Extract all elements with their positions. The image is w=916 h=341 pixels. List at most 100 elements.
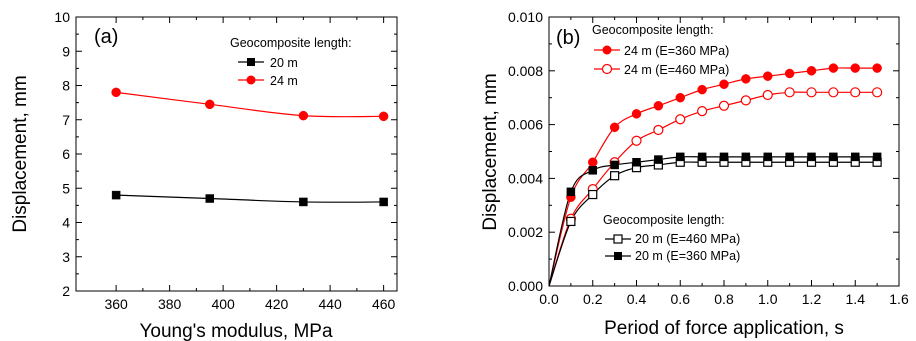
legend-entry-20m-e360: 20 m (E=360 MPa) xyxy=(605,249,740,263)
series-lines-a xyxy=(116,91,384,203)
data-point-s0-9 xyxy=(741,74,751,84)
series-markers-a xyxy=(111,87,389,207)
data-point-s1-7 xyxy=(697,106,708,117)
legend-marker-24m-e360 xyxy=(602,45,612,55)
data-point-s3-7 xyxy=(697,152,707,162)
x-tick-label: 0.4 xyxy=(627,291,647,307)
data-point-s0-12 xyxy=(806,66,817,76)
x-tick-label: 0.0 xyxy=(539,291,559,307)
x-tick-label: 1.0 xyxy=(758,291,778,307)
y-tick-label: 0.000 xyxy=(508,278,543,294)
data-point-s0-3 xyxy=(609,122,620,133)
legend-b-bottom: Geocomposite length: 20 m (E=460 MPa) 20… xyxy=(603,213,740,263)
data-point-s0-4 xyxy=(631,109,642,119)
data-point-s1-14 xyxy=(850,87,861,98)
x-tick-label: 1.2 xyxy=(802,291,822,307)
data-point-s0-11 xyxy=(784,68,795,79)
legend-label-24m-e360: 24 m (E=360 MPa) xyxy=(624,44,729,58)
data-point-s3-6 xyxy=(676,152,685,162)
data-point-s0-1 xyxy=(205,194,214,203)
data-point-s1-4 xyxy=(631,135,642,146)
legend-label-24m: 24 m xyxy=(270,74,298,88)
y-tick-label: 0.010 xyxy=(508,9,543,25)
data-point-s0-14 xyxy=(850,63,860,73)
data-point-s3-2 xyxy=(588,166,597,175)
legend-label-24m-e460: 24 m (E=460 MPa) xyxy=(624,63,729,77)
data-point-s3-14 xyxy=(851,152,860,162)
y-tick-label: 9 xyxy=(62,43,70,59)
series-line-2 xyxy=(548,161,878,287)
legend-label-20m-e360: 20 m (E=360 MPa) xyxy=(635,249,740,263)
x-tick-label: 0.2 xyxy=(583,291,603,307)
chart-panel-b: 0.0 0.2 0.4 0.6 0.8 1.0 1.2 1.4 1.6 0.000 0.002 0.0… xyxy=(480,9,909,339)
axis-ticks-b: 0.0 0.2 0.4 0.6 0.8 1.0 1.2 1.4 1.6 0.000 0.002 0.0… xyxy=(508,9,909,307)
data-point-s0-8 xyxy=(719,79,729,89)
data-point-s0-10 xyxy=(763,71,773,81)
y-tick-label: 0.008 xyxy=(508,63,543,79)
x-tick-label: 1.6 xyxy=(889,291,909,307)
data-point-s1-9 xyxy=(740,95,751,106)
panel-label-a: (a) xyxy=(94,26,118,48)
x-tick-label: 440 xyxy=(318,296,342,312)
legend-marker-20m xyxy=(247,58,255,66)
series-line-0 xyxy=(116,194,384,203)
data-point-s2-1 xyxy=(566,216,576,227)
data-point-s1-3 xyxy=(378,111,389,122)
legend-label-20m: 20 m xyxy=(270,56,298,70)
data-point-s1-6 xyxy=(675,114,686,125)
data-point-s3-15 xyxy=(872,152,882,162)
x-tick-label: 460 xyxy=(372,296,396,312)
x-tick-label: 1.4 xyxy=(846,291,866,307)
y-axis-title-b: Displacement, mm xyxy=(480,73,501,230)
axis-ticks-a: 360 380 400 420 440 460 2 3 4 5 6 7 8 9 10 xyxy=(54,9,397,312)
y-tick-label: 2 xyxy=(62,283,70,299)
data-point-s1-0 xyxy=(111,87,121,98)
data-point-s2-2 xyxy=(588,189,598,200)
legend-label-20m-e460: 20 m (E=460 MPa) xyxy=(635,232,740,246)
data-point-s1-13 xyxy=(828,87,839,98)
data-point-s0-0 xyxy=(111,190,121,200)
x-tick-label: 0.6 xyxy=(671,291,691,307)
y-tick-label: 0.002 xyxy=(508,224,543,240)
legend-marker-20m-e360 xyxy=(614,252,622,260)
legend-title-a: Geocomposite length: xyxy=(230,36,352,50)
data-point-s3-3 xyxy=(610,160,619,170)
data-point-s0-13 xyxy=(828,63,839,73)
y-tick-label: 6 xyxy=(62,146,70,162)
data-point-s3-10 xyxy=(763,152,772,162)
legend-marker-20m-e460 xyxy=(613,234,623,244)
data-point-s3-12 xyxy=(807,152,816,162)
legend-b-top: Geocomposite length: 24 m (E=360 MPa) 24… xyxy=(592,23,729,77)
data-point-s0-2 xyxy=(588,157,598,168)
series-line-1 xyxy=(548,91,878,287)
data-point-s3-8 xyxy=(719,152,729,162)
panel-label-b: (b) xyxy=(556,27,580,49)
data-point-s3-13 xyxy=(829,152,838,162)
data-point-s1-10 xyxy=(762,89,773,101)
legend-marker-24m-e460 xyxy=(601,63,613,75)
y-tick-label: 3 xyxy=(62,249,70,265)
series-lines-b xyxy=(548,67,878,287)
y-tick-label: 5 xyxy=(62,180,70,196)
chart-panel-a: 360 380 400 420 440 460 2 3 4 5 6 7 8 9 10 (a) Young's… xyxy=(10,9,398,341)
data-point-s0-15 xyxy=(872,63,882,73)
y-tick-label: 0.006 xyxy=(508,117,543,133)
data-point-s1-8 xyxy=(718,100,730,111)
data-point-s2-3 xyxy=(610,171,620,181)
data-point-s3-11 xyxy=(785,152,794,162)
legend-title-b-top: Geocomposite length: xyxy=(592,23,714,37)
series-line-0 xyxy=(548,67,878,287)
x-axis-title-a: Young's modulus, MPa xyxy=(139,321,332,341)
legend-title-b-bottom: Geocomposite length: xyxy=(603,213,725,227)
data-point-s1-2 xyxy=(298,110,309,121)
data-point-s1-12 xyxy=(806,87,817,98)
series-markers-b xyxy=(565,63,883,227)
x-tick-label: 400 xyxy=(211,296,235,312)
x-tick-label: 380 xyxy=(158,296,182,312)
legend-entry-20m: 20 m xyxy=(238,56,298,70)
series-line-3 xyxy=(548,156,878,287)
data-point-s3-5 xyxy=(654,155,663,164)
x-axis-title-b: Period of force application, s xyxy=(604,318,844,339)
data-point-s3-9 xyxy=(741,152,751,162)
